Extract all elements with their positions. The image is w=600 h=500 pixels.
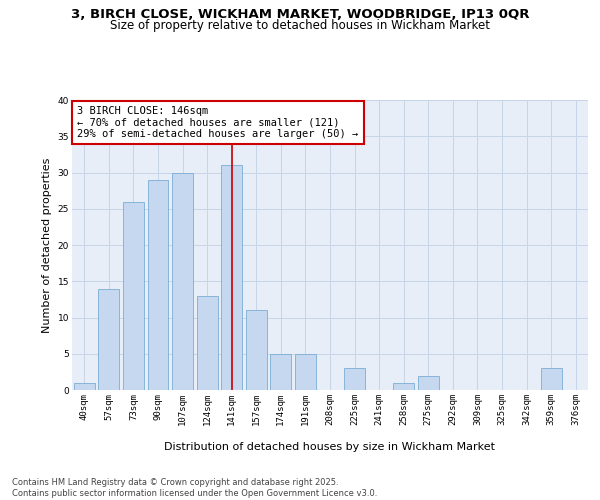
Text: 3 BIRCH CLOSE: 146sqm
← 70% of detached houses are smaller (121)
29% of semi-det: 3 BIRCH CLOSE: 146sqm ← 70% of detached … (77, 106, 358, 139)
Bar (344, 368, 365, 390)
Text: 3, BIRCH CLOSE, WICKHAM MARKET, WOODBRIDGE, IP13 0QR: 3, BIRCH CLOSE, WICKHAM MARKET, WOODBRID… (71, 8, 529, 20)
Bar (246, 310, 267, 390)
Bar (172, 172, 193, 390)
Bar (74, 383, 95, 390)
Text: Distribution of detached houses by size in Wickham Market: Distribution of detached houses by size … (164, 442, 496, 452)
Bar (393, 383, 414, 390)
Bar (271, 354, 292, 390)
Text: Contains HM Land Registry data © Crown copyright and database right 2025.
Contai: Contains HM Land Registry data © Crown c… (12, 478, 377, 498)
Bar (418, 376, 439, 390)
Bar (221, 165, 242, 390)
Bar (123, 202, 144, 390)
Bar (98, 288, 119, 390)
Bar (295, 354, 316, 390)
Bar (148, 180, 169, 390)
Bar (197, 296, 218, 390)
Text: Size of property relative to detached houses in Wickham Market: Size of property relative to detached ho… (110, 18, 490, 32)
Bar (541, 368, 562, 390)
Y-axis label: Number of detached properties: Number of detached properties (42, 158, 52, 332)
